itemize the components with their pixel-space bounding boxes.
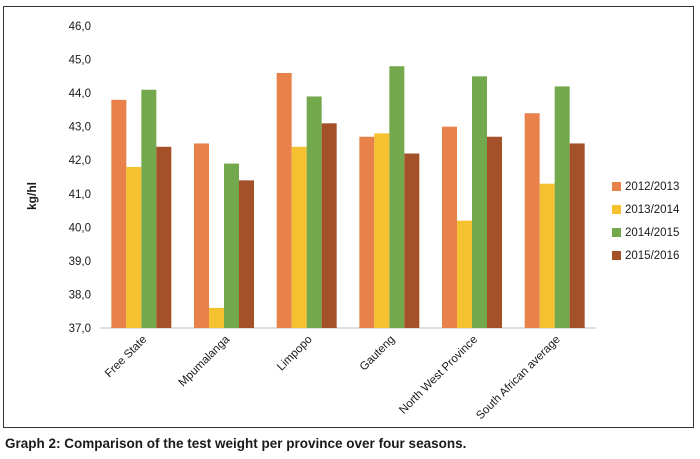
x-tick-label: Mpumalanga xyxy=(177,333,233,389)
y-tick-label: 40,0 xyxy=(69,222,91,234)
bar xyxy=(487,136,502,328)
bar xyxy=(359,136,375,328)
legend-swatch xyxy=(612,205,621,214)
legend-swatch xyxy=(612,228,621,237)
x-tick-label: North West Province xyxy=(397,334,480,417)
legend-label: 2013/2014 xyxy=(625,204,680,216)
bar xyxy=(111,99,127,328)
legend-label: 2014/2015 xyxy=(625,227,679,239)
x-tick-label: Limpopo xyxy=(275,334,315,374)
bar xyxy=(291,146,307,328)
bar xyxy=(276,72,292,328)
bar xyxy=(321,123,337,328)
y-tick-label: 44,0 xyxy=(69,88,91,100)
bar xyxy=(374,133,390,328)
y-tick-label: 43,0 xyxy=(69,122,91,134)
bar xyxy=(194,143,209,328)
bar xyxy=(239,180,254,328)
y-tick-label: 42,0 xyxy=(69,155,91,167)
bar xyxy=(457,220,472,328)
bar xyxy=(224,163,239,328)
bar xyxy=(156,146,172,328)
bar xyxy=(539,183,555,328)
x-tick-label: South African average xyxy=(474,334,563,423)
legend-swatch xyxy=(612,251,621,260)
legend-label: 2015/2016 xyxy=(625,250,679,262)
bar xyxy=(306,96,322,328)
y-axis-label: kg/hl xyxy=(25,182,39,210)
legend-label: 2012/2013 xyxy=(625,181,679,193)
y-tick-label: 45,0 xyxy=(69,55,91,67)
bar xyxy=(442,126,457,329)
bars xyxy=(111,66,585,329)
bar xyxy=(569,143,585,328)
y-tick-label: 38,0 xyxy=(69,289,91,301)
x-tick-label: Gauteng xyxy=(358,334,398,374)
x-tick-label: Free State xyxy=(103,334,149,380)
bar xyxy=(209,307,224,328)
y-tick-label: 41,0 xyxy=(69,189,91,201)
chart-caption: Graph 2: Comparison of the test weight p… xyxy=(5,436,467,451)
bar xyxy=(389,66,405,329)
bar xyxy=(472,76,487,328)
bar xyxy=(404,153,420,328)
y-tick-label: 39,0 xyxy=(69,256,91,268)
bar-chart: 37,0 38,0 39,0 40,0 41,0 42,0 43,0 44,0 45,0 46,0… xyxy=(25,21,680,423)
bar xyxy=(554,86,570,329)
bar xyxy=(524,113,540,328)
y-tick-label: 46,0 xyxy=(69,21,91,33)
legend: 2012/2013 2013/2014 2014/2015 2015/2016 xyxy=(612,181,680,262)
legend-swatch xyxy=(612,182,621,191)
y-tick-label: 37,0 xyxy=(69,323,91,335)
bar xyxy=(126,166,142,328)
bar xyxy=(141,89,157,328)
